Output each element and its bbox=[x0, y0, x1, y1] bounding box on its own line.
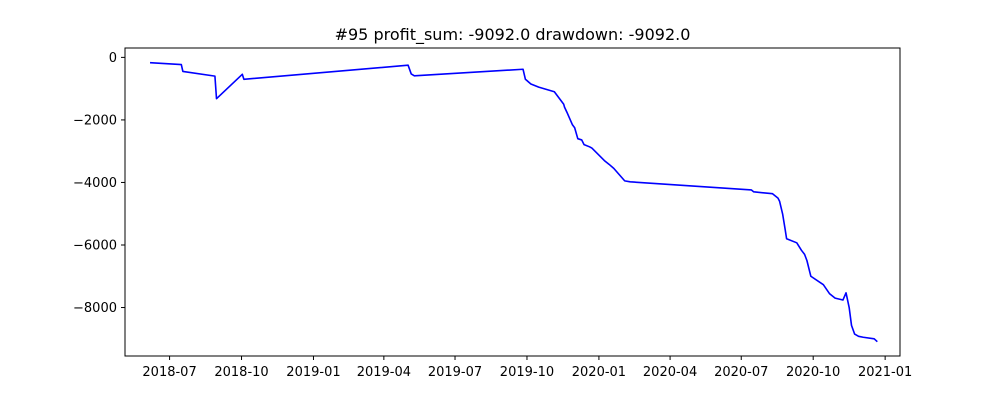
series-layer bbox=[149, 61, 878, 343]
x-tick-label: 2020-04 bbox=[643, 365, 697, 380]
series-line bbox=[149, 61, 878, 343]
x-tick-label: 2019-07 bbox=[428, 365, 482, 380]
x-tick-label: 2020-10 bbox=[786, 365, 840, 380]
x-tick-label: 2020-01 bbox=[572, 365, 626, 380]
y-tick-label: −6000 bbox=[73, 238, 117, 253]
y-tick-label: −4000 bbox=[73, 176, 117, 191]
y-tick-label: −2000 bbox=[73, 113, 117, 128]
x-axis: 2018-07 2018-10 2019-01 2019-04 2019-07 2019-… bbox=[142, 356, 912, 380]
x-tick-label: 2019-04 bbox=[357, 365, 411, 380]
chart-title: #95 profit_sum: -9092.0 drawdown: -9092.… bbox=[335, 25, 691, 45]
x-tick-label: 2019-01 bbox=[286, 365, 340, 380]
y-axis: 0 −2000 −4000 −6000 −8000 bbox=[73, 51, 125, 316]
y-tick-label: 0 bbox=[109, 51, 117, 66]
x-tick-label: 2018-10 bbox=[214, 365, 268, 380]
x-tick-label: 2019-10 bbox=[500, 365, 554, 380]
x-tick-label: 2020-07 bbox=[714, 365, 768, 380]
plot-frame bbox=[124, 47, 901, 357]
plot-area: 2018-07 2018-10 2019-01 2019-04 2019-07 2019-… bbox=[73, 47, 912, 380]
y-tick-label: −8000 bbox=[73, 301, 117, 316]
x-tick-label: 2018-07 bbox=[142, 365, 196, 380]
x-tick-label: 2021-01 bbox=[858, 365, 912, 380]
